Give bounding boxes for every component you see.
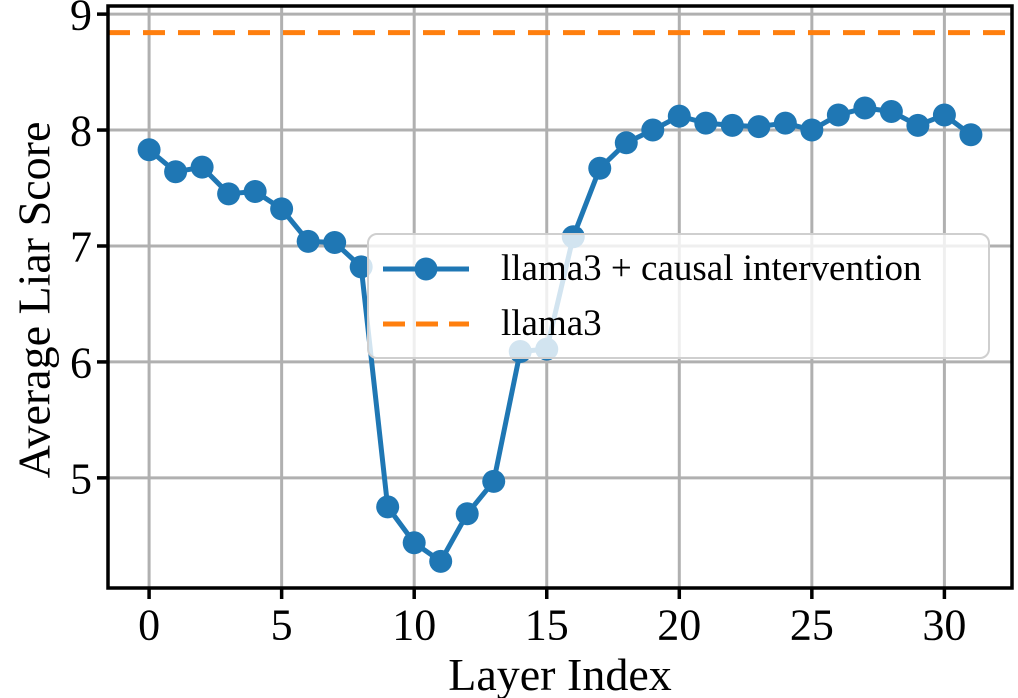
legend-item-causal-intervention: llama3 + causal intervention — [381, 250, 982, 287]
x-tick-label: 20 — [657, 600, 701, 649]
plot-frame — [106, 4, 1014, 590]
y-tick-label: 8 — [70, 106, 92, 155]
data-point — [243, 179, 267, 203]
data-point — [932, 103, 956, 127]
data-point — [667, 104, 691, 128]
data-point — [323, 231, 347, 255]
data-point — [747, 115, 771, 139]
data-point — [720, 113, 744, 137]
data-point — [614, 131, 638, 155]
x-tick-label: 10 — [392, 600, 436, 649]
y-tick-label: 9 — [70, 0, 92, 40]
axis-ticks: 0 5 10 15 20 25 30 5 6 7 8 9 — [70, 0, 966, 649]
data-point — [270, 197, 294, 221]
data-point — [879, 100, 903, 124]
y-tick-label: 5 — [70, 454, 92, 503]
data-point — [588, 156, 612, 180]
data-point — [906, 113, 930, 137]
data-point — [296, 229, 320, 253]
x-tick-label: 15 — [525, 600, 569, 649]
y-tick-label: 6 — [70, 338, 92, 387]
data-point — [164, 160, 188, 184]
data-point — [641, 118, 665, 142]
data-point — [402, 531, 426, 555]
data-point — [455, 502, 479, 526]
legend-label-causal-intervention: llama3 + causal intervention — [501, 248, 922, 289]
data-point — [959, 123, 983, 147]
y-tick-label: 7 — [70, 222, 92, 271]
data-point — [217, 182, 241, 206]
legend-label-llama3: llama3 — [501, 303, 602, 344]
data-point — [826, 103, 850, 127]
legend-item-llama3: llama3 — [381, 305, 982, 342]
data-point — [429, 549, 453, 573]
x-tick-label: 5 — [271, 600, 293, 649]
data-point — [190, 155, 214, 179]
legend-solid-line-marker-icon — [383, 257, 469, 280]
x-tick-label: 30 — [922, 600, 966, 649]
data-point — [694, 111, 718, 135]
data-point — [482, 469, 506, 493]
x-tick-label: 0 — [138, 600, 160, 649]
data-point — [853, 96, 877, 120]
data-point — [137, 138, 161, 162]
legend: llama3 + causal intervention llama3 — [367, 233, 990, 359]
x-tick-label: 25 — [790, 600, 834, 649]
data-point — [349, 255, 373, 279]
data-point — [800, 118, 824, 142]
data-point — [376, 495, 400, 519]
legend-dashed-line-icon — [383, 321, 469, 326]
data-point — [773, 111, 797, 135]
